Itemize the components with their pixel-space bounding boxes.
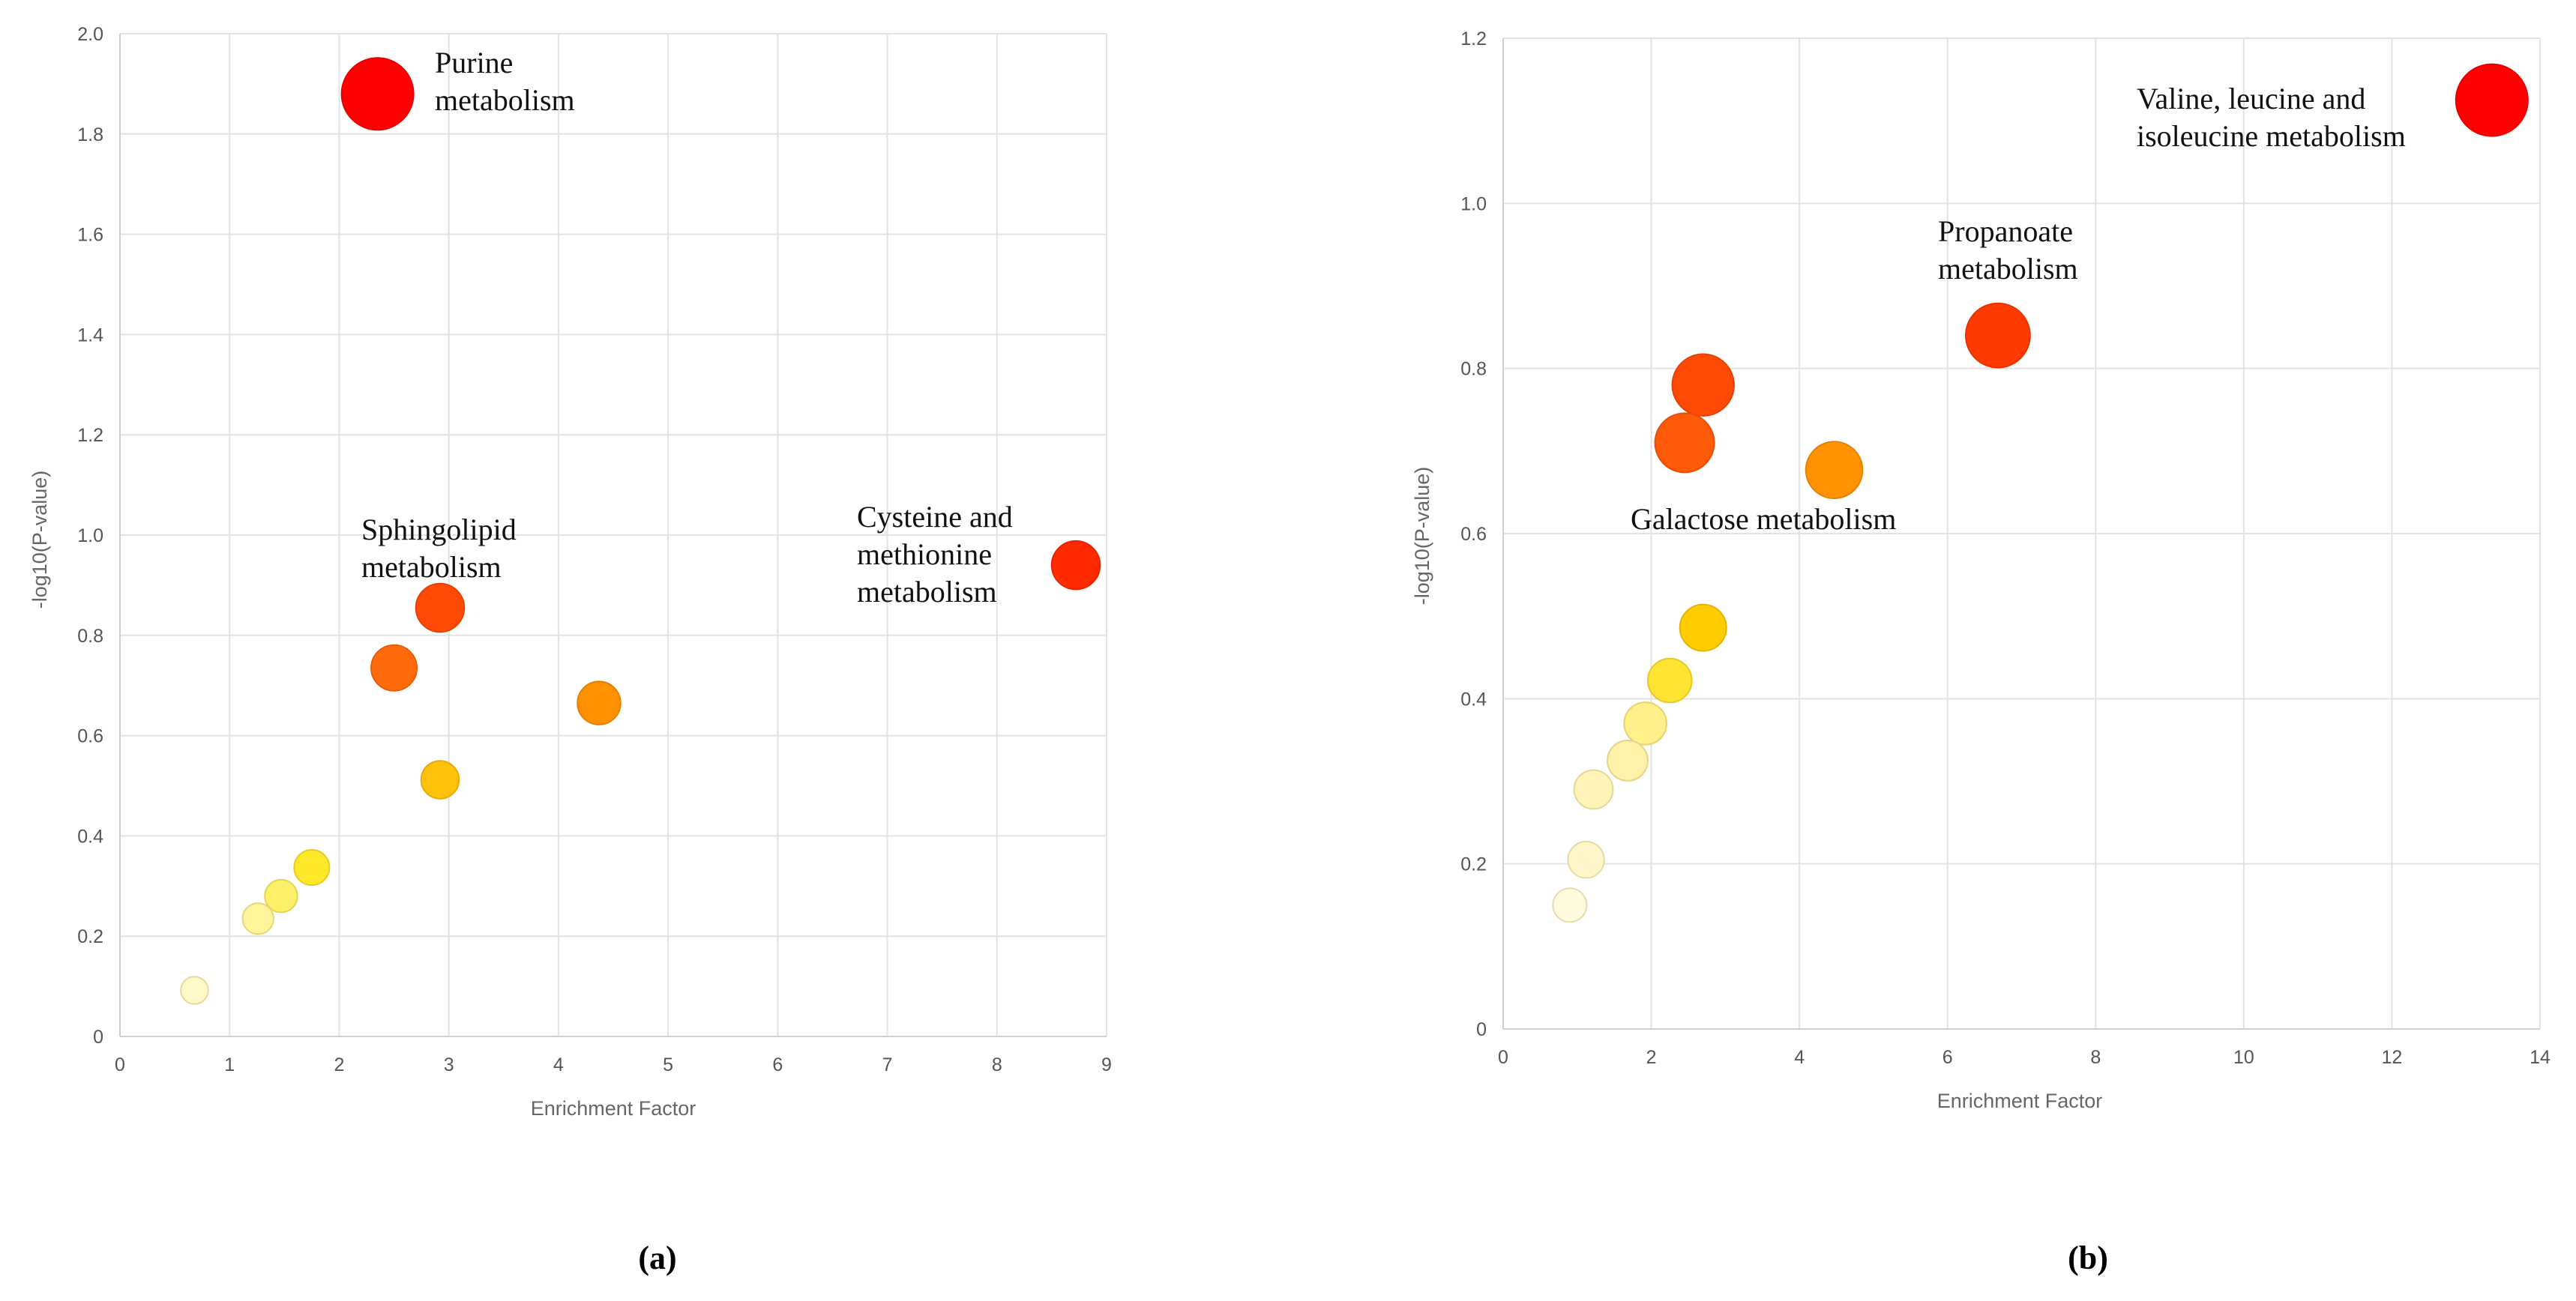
x-tick-label: 10 — [2233, 1047, 2254, 1068]
x-tick-label: 3 — [444, 1054, 454, 1075]
annotation-line: Valine, leucine and — [2137, 82, 2365, 115]
chart-a-annotation-sphingolipid: Sphingolipid metabolism — [361, 513, 524, 584]
bubble-point[interactable] — [293, 849, 331, 887]
bubble-point[interactable] — [1623, 701, 1667, 746]
y-tick-label: 1.4 — [77, 325, 103, 345]
x-tick-label: 1 — [224, 1054, 235, 1075]
x-tick-label: 14 — [2530, 1047, 2551, 1068]
chart-a-bubbles — [180, 57, 1101, 1005]
bubble-point[interactable] — [1573, 769, 1614, 810]
chart-a: 0 1 2 3 4 5 6 7 8 9 0 0.2 0.4 0.6 0.8 1.0 1.2 1.4 1.6 1.8 2.… — [28, 24, 1112, 1276]
bubble-point[interactable] — [577, 680, 622, 725]
chart-a-axes: 0 1 2 3 4 5 6 7 8 9 0 0.2 0.4 0.6 0.8 1.0 1.2 1.4 1.6 1.8 2.… — [77, 24, 1112, 1075]
chart-b-bubbles — [1552, 63, 2529, 923]
annotation-line: Sphingolipid — [361, 513, 517, 546]
bubble-point[interactable] — [1607, 740, 1649, 782]
bubble-point[interactable] — [180, 976, 209, 1005]
y-tick-label: 0.6 — [1460, 524, 1487, 545]
y-tick-label: 2.0 — [77, 24, 103, 45]
x-tick-label: 2 — [334, 1054, 344, 1075]
x-tick-label: 6 — [772, 1054, 783, 1075]
chart-a-y-axis-title: -log10(P-value) — [28, 471, 51, 609]
y-tick-label: 0.8 — [1460, 359, 1487, 380]
y-tick-label: 0.6 — [77, 726, 103, 747]
y-tick-label: 1.0 — [77, 525, 103, 546]
annotation-line: metabolism — [857, 575, 997, 609]
chart-b-axes: 0 2 4 6 8 10 12 14 0 0.2 0.4 0.6 0.8 1.0 1.2 — [1460, 28, 2551, 1068]
annotation-line: Cysteine and — [857, 500, 1013, 534]
y-tick-label: 1.2 — [77, 425, 103, 446]
y-tick-label: 0 — [1476, 1019, 1487, 1040]
x-tick-label: 4 — [553, 1054, 564, 1075]
annotation-line: metabolism — [361, 550, 502, 584]
bubble-point[interactable] — [340, 57, 415, 131]
chart-b: 0 2 4 6 8 10 12 14 0 0.2 0.4 0.6 0.8 1.0 1.2 Enrichmen… — [1411, 28, 2551, 1276]
y-tick-label: 1.0 — [1460, 193, 1487, 214]
bubble-point[interactable] — [1050, 540, 1101, 591]
bubble-point[interactable] — [1671, 353, 1735, 417]
y-tick-label: 1.2 — [1460, 28, 1487, 49]
bubble-point[interactable] — [1552, 887, 1588, 923]
bubble-point[interactable] — [1679, 603, 1727, 652]
x-tick-label: 7 — [882, 1054, 893, 1075]
y-tick-label: 0 — [93, 1027, 103, 1048]
chart-a-annotation-purine: Purine metabolism — [435, 46, 575, 117]
y-tick-label: 1.8 — [77, 124, 103, 145]
annotation-line: methionine — [857, 537, 992, 571]
bubble-point[interactable] — [241, 902, 274, 935]
y-tick-label: 0.2 — [1460, 854, 1487, 875]
bubble-point[interactable] — [370, 644, 418, 692]
x-tick-label: 2 — [1646, 1047, 1657, 1068]
x-tick-label: 8 — [2090, 1047, 2101, 1068]
bubble-point[interactable] — [415, 582, 466, 633]
x-tick-label: 0 — [115, 1054, 125, 1075]
annotation-line: metabolism — [1938, 252, 2078, 286]
annotation-line: Purine — [435, 46, 513, 79]
bubble-point[interactable] — [1964, 302, 2031, 369]
x-tick-label: 12 — [2382, 1047, 2403, 1068]
chart-b-annotation-propanoate: Propanoate metabolism — [1938, 214, 2080, 286]
annotation-line: Propanoate — [1938, 214, 2073, 248]
x-tick-label: 5 — [663, 1054, 673, 1075]
bubble-point[interactable] — [1567, 840, 1605, 879]
bubble-point[interactable] — [1805, 441, 1864, 499]
annotation-line: Galactose metabolism — [1631, 502, 1896, 536]
x-tick-label: 6 — [1942, 1047, 1953, 1068]
y-tick-label: 0.4 — [1460, 689, 1487, 710]
annotation-line: isoleucine metabolism — [2137, 119, 2406, 153]
annotation-line: metabolism — [435, 83, 575, 117]
x-tick-label: 9 — [1101, 1054, 1112, 1075]
chart-b-y-axis-title: -log10(P-value) — [1411, 467, 1433, 606]
chart-a-caption: (a) — [638, 1240, 676, 1276]
bubble-point[interactable] — [1646, 657, 1693, 704]
chart-b-annotation-valine: Valine, leucine and isoleucine metabolis… — [2137, 82, 2406, 153]
x-tick-label: 4 — [1794, 1047, 1805, 1068]
chart-a-x-axis-title: Enrichment Factor — [531, 1097, 696, 1120]
bubble-point[interactable] — [1654, 412, 1715, 474]
y-tick-label: 0.4 — [77, 826, 103, 847]
x-tick-label: 0 — [1498, 1047, 1508, 1068]
bubble-point[interactable] — [420, 760, 460, 800]
x-tick-label: 8 — [992, 1054, 1002, 1075]
y-tick-label: 1.6 — [77, 225, 103, 246]
chart-b-caption: (b) — [2068, 1240, 2108, 1276]
bubble-point[interactable] — [264, 878, 298, 914]
bubble-point[interactable] — [2455, 63, 2529, 137]
chart-b-annotation-galactose: Galactose metabolism — [1631, 502, 1896, 536]
chart-a-annotation-cysteine: Cysteine and methionine metabolism — [857, 500, 1020, 609]
y-tick-label: 0.2 — [77, 926, 103, 947]
chart-b-x-axis-title: Enrichment Factor — [1937, 1090, 2103, 1112]
y-tick-label: 0.8 — [77, 626, 103, 647]
